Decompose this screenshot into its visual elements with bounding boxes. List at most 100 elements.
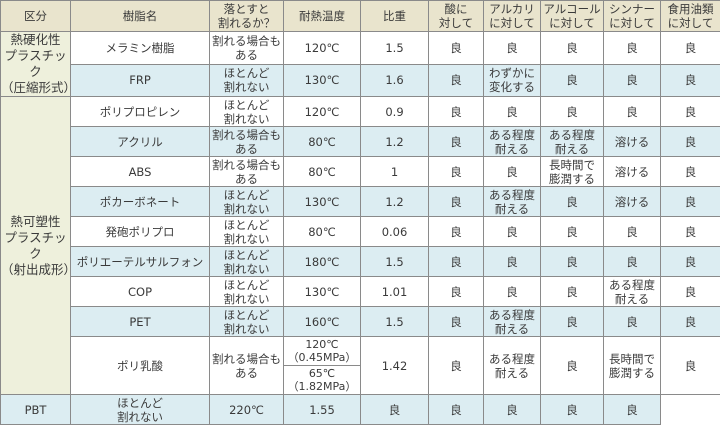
cell-name: FRP <box>71 64 210 97</box>
cell-alcohol: 良 <box>541 64 604 97</box>
cell-oil: 良 <box>661 64 720 97</box>
cell-alcohol: 良 <box>541 97 604 127</box>
cell-oil: 良 <box>661 277 720 307</box>
cell-alkali: わずかに 変化する <box>484 64 541 97</box>
cell-sg: 1.01 <box>361 277 429 307</box>
cell-drop: 割れる場合も ある <box>210 32 284 65</box>
cell-alkali: 良 <box>429 395 484 425</box>
cell-acid: 良 <box>429 217 484 247</box>
cell-alkali: 良 <box>484 157 541 187</box>
cell-acid: 良 <box>429 97 484 127</box>
cell-sg: 1 <box>361 157 429 187</box>
header-heat-resistance: 耐熱温度 <box>284 1 361 32</box>
cell-drop: ほとんど 割れない <box>210 277 284 307</box>
cell-drop: ほとんど 割れない <box>210 247 284 277</box>
cell-drop: ほとんど 割れない <box>71 395 210 425</box>
category-cell: 熱硬化性 プラスチック （圧縮形式） <box>1 32 71 97</box>
cell-name: ポリプロピレン <box>71 97 210 127</box>
cell-oil: 良 <box>661 32 720 65</box>
cell-acid: 良 <box>361 395 429 425</box>
cell-alkali: 良 <box>484 32 541 65</box>
cell-thinner: 良 <box>604 247 661 277</box>
cell-name: アクリル <box>71 127 210 157</box>
cell-drop: 割れる場合も ある <box>210 157 284 187</box>
cell-heat: 220℃ <box>210 395 284 425</box>
cell-name: COP <box>71 277 210 307</box>
cell-heat: 120℃ <box>284 97 361 127</box>
cell-drop: ほとんど 割れない <box>210 64 284 97</box>
header-alkali: アルカリ に対して <box>484 1 541 32</box>
cell-alkali: ある程度 耐える <box>484 337 541 395</box>
cell-acid: 良 <box>429 32 484 65</box>
cell-thinner: 良 <box>604 97 661 127</box>
cell-oil: 良 <box>661 337 720 395</box>
cell-alcohol: 良 <box>541 307 604 337</box>
cell-sg: 1.2 <box>361 127 429 157</box>
cell-name: ポリエーテルサルフォン <box>71 247 210 277</box>
cell-sg: 1.6 <box>361 64 429 97</box>
cell-thinner: 溶ける <box>604 157 661 187</box>
header-resin-name: 樹脂名 <box>71 1 210 32</box>
header-alcohol: アルコール に対して <box>541 1 604 32</box>
cell-sg: 0.06 <box>361 217 429 247</box>
cell-heat-secondary: 65℃ （1.82MPa） <box>284 366 361 395</box>
cell-sg: 1.55 <box>284 395 361 425</box>
cell-thinner: 良 <box>604 217 661 247</box>
category-cell: 熱可塑性 プラスチック （射出成形） <box>1 97 71 395</box>
cell-name: 発砲ポリプロ <box>71 217 210 247</box>
header-drop-breakage: 落とすと 割れるか？ <box>210 1 284 32</box>
cell-thinner: 溶ける <box>604 127 661 157</box>
cell-heat: 130℃ <box>284 187 361 217</box>
cell-drop: ほとんど 割れない <box>210 217 284 247</box>
cell-acid: 良 <box>429 247 484 277</box>
cell-heat: 160℃ <box>284 307 361 337</box>
cell-heat: 130℃ <box>284 64 361 97</box>
header-thinner: シンナー に対して <box>604 1 661 32</box>
cell-drop: 割れる場合も ある <box>210 337 284 395</box>
cell-oil: 良 <box>661 157 720 187</box>
cell-name: ABS <box>71 157 210 187</box>
cell-acid: 良 <box>429 337 484 395</box>
cell-heat: 80℃ <box>284 217 361 247</box>
cell-acid: 良 <box>429 187 484 217</box>
cell-sg: 0.9 <box>361 97 429 127</box>
header-edible-oil: 食用油類 に対して <box>661 1 720 32</box>
cell-alcohol: 良 <box>541 247 604 277</box>
cell-acid: 良 <box>429 307 484 337</box>
cell-alkali: ある程度 耐える <box>484 187 541 217</box>
cell-sg: 1.2 <box>361 187 429 217</box>
cell-heat: 120℃ （0.45MPa） <box>284 337 361 366</box>
cell-alcohol: 長時間で 膨潤する <box>541 157 604 187</box>
cell-thinner: 良 <box>604 32 661 65</box>
cell-alkali: 良 <box>484 97 541 127</box>
header-row: 区分樹脂名落とすと 割れるか？耐熱温度比重酸に 対してアルカリ に対してアルコー… <box>1 1 720 32</box>
cell-drop: 割れる場合も ある <box>210 127 284 157</box>
cell-thinner: 溶ける <box>604 187 661 217</box>
cell-thinner: 良 <box>604 64 661 97</box>
cell-drop: ほとんど 割れない <box>210 187 284 217</box>
cell-heat: 130℃ <box>284 277 361 307</box>
cell-alcohol: 良 <box>541 217 604 247</box>
cell-thinner: 長時間で 膨潤する <box>604 337 661 395</box>
cell-alkali: 良 <box>484 247 541 277</box>
cell-alkali: ある程度 耐える <box>484 127 541 157</box>
cell-oil: 良 <box>661 97 720 127</box>
cell-oil: 良 <box>661 247 720 277</box>
cell-alcohol: 良 <box>541 32 604 65</box>
cell-sg: 1.5 <box>361 32 429 65</box>
cell-oil: 良 <box>604 395 661 425</box>
cell-acid: 良 <box>429 127 484 157</box>
cell-heat: 120℃ <box>284 32 361 65</box>
cell-drop: ほとんど 割れない <box>210 97 284 127</box>
cell-acid: 良 <box>429 277 484 307</box>
